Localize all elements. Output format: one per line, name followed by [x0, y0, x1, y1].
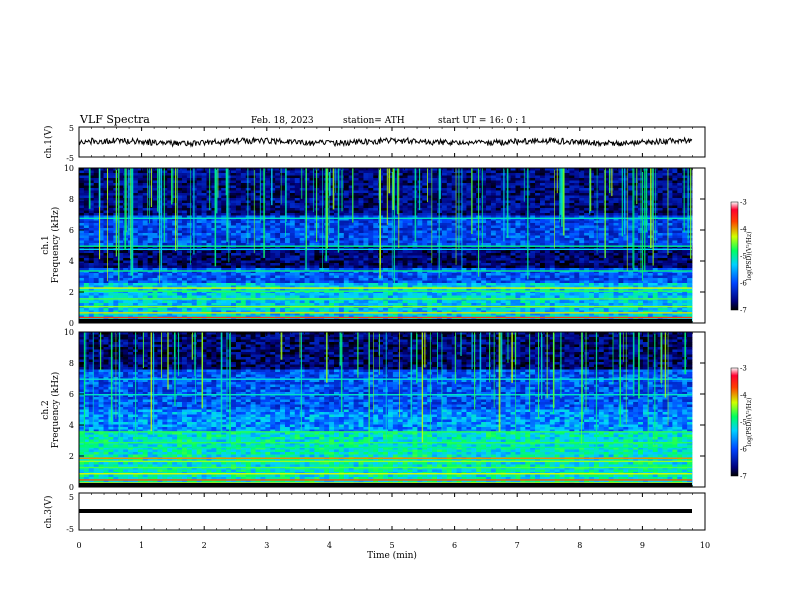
spectrogram-ytick-label: 6 — [69, 226, 74, 235]
spectrogram-ytick-label: 8 — [69, 359, 74, 368]
ch1-waveform-line — [78, 136, 693, 148]
spectrogram-ytick-label: 2 — [69, 452, 74, 461]
colorbar-tick-label: -6 — [740, 446, 747, 454]
colorbar-tick-label: -7 — [740, 473, 747, 481]
colorbar-tick-label: -3 — [740, 199, 747, 207]
colorbar-tick-label: -5 — [740, 253, 747, 261]
ch1-ytick-top: 5 — [69, 124, 74, 133]
figure-title: VLF Spectra — [79, 113, 150, 126]
colorbar-tick-label: -5 — [740, 419, 747, 427]
x-tick-label: 7 — [515, 541, 520, 550]
spectrogram-ytick-label: 2 — [69, 288, 74, 297]
x-tick-label: 4 — [327, 541, 332, 550]
spectrogram-ytick-label: 8 — [69, 195, 74, 204]
x-tick-label: 0 — [76, 541, 81, 550]
x-tick-label: 2 — [202, 541, 207, 550]
x-tick-label: 5 — [389, 541, 394, 550]
ch1-spectrogram-image — [79, 168, 705, 324]
ch1-colorbar — [730, 201, 739, 311]
x-tick-label: 10 — [700, 541, 710, 550]
ch2-spectrogram-image — [79, 332, 705, 488]
ch3-waveform-panel: 5 -5 ch.3(V) 0 1 2 3 4 5 6 7 8 9 10 Time (min) — [43, 127, 710, 561]
x-tick-label: 8 — [577, 541, 582, 550]
x-tick-label: 9 — [640, 541, 645, 550]
colorbar-tick-label: -4 — [740, 226, 747, 234]
x-tick-label: 1 — [139, 541, 144, 550]
x-axis-label: Time (min) — [367, 550, 417, 561]
spectrogram-ytick-label: 4 — [69, 421, 74, 430]
x-tick-label: 3 — [264, 541, 269, 550]
ch1-spectrogram-ylabel-channel: ch.1 — [41, 235, 51, 254]
start-time-label: start UT = 16: 0 : 1 — [438, 116, 527, 126]
ch2-colorbar-label: log(PSD)(V²/Hz) — [746, 398, 753, 447]
station-label: station= ATH — [343, 116, 405, 126]
ch1-ytick-bottom: -5 — [66, 154, 74, 163]
ch1-colorbar-label: log(PSD)(V²/Hz) — [746, 232, 753, 281]
colorbar-tick-label: -7 — [740, 307, 747, 315]
ch2-spectrogram-ylabel: Frequency (kHz) — [50, 372, 61, 449]
ch2-spectrogram-ylabel-channel: ch.2 — [41, 400, 51, 419]
ch1-waveform-panel: 5 -5 ch.1(V) — [43, 124, 706, 163]
colorbar-tick-label: -6 — [740, 280, 747, 288]
ch3-ytick-bottom: -5 — [66, 525, 74, 534]
ch1-waveform-ylabel: ch.1(V) — [43, 126, 54, 159]
colorbar-tick-label: -4 — [740, 392, 747, 400]
x-tick-label: 6 — [452, 541, 457, 550]
ch3-waveform-line — [79, 509, 692, 513]
spectrogram-ytick-label: 4 — [69, 257, 74, 266]
date-label: Feb. 18, 2023 — [251, 116, 314, 126]
spectrogram-ytick-label: 10 — [64, 164, 74, 173]
spectrogram-ytick-label: 10 — [64, 328, 74, 337]
spectrogram-ytick-label: 0 — [69, 319, 74, 328]
ch3-waveform-ylabel: ch.3(V) — [43, 496, 54, 529]
spectrogram-ytick-label: 0 — [69, 483, 74, 492]
spectrogram-ytick-label: 6 — [69, 390, 74, 399]
colorbar-tick-label: -3 — [740, 365, 747, 373]
ch2-colorbar — [730, 367, 739, 477]
ch3-ytick-top: 5 — [69, 493, 74, 502]
ch1-spectrogram-ylabel: Frequency (kHz) — [50, 207, 61, 284]
